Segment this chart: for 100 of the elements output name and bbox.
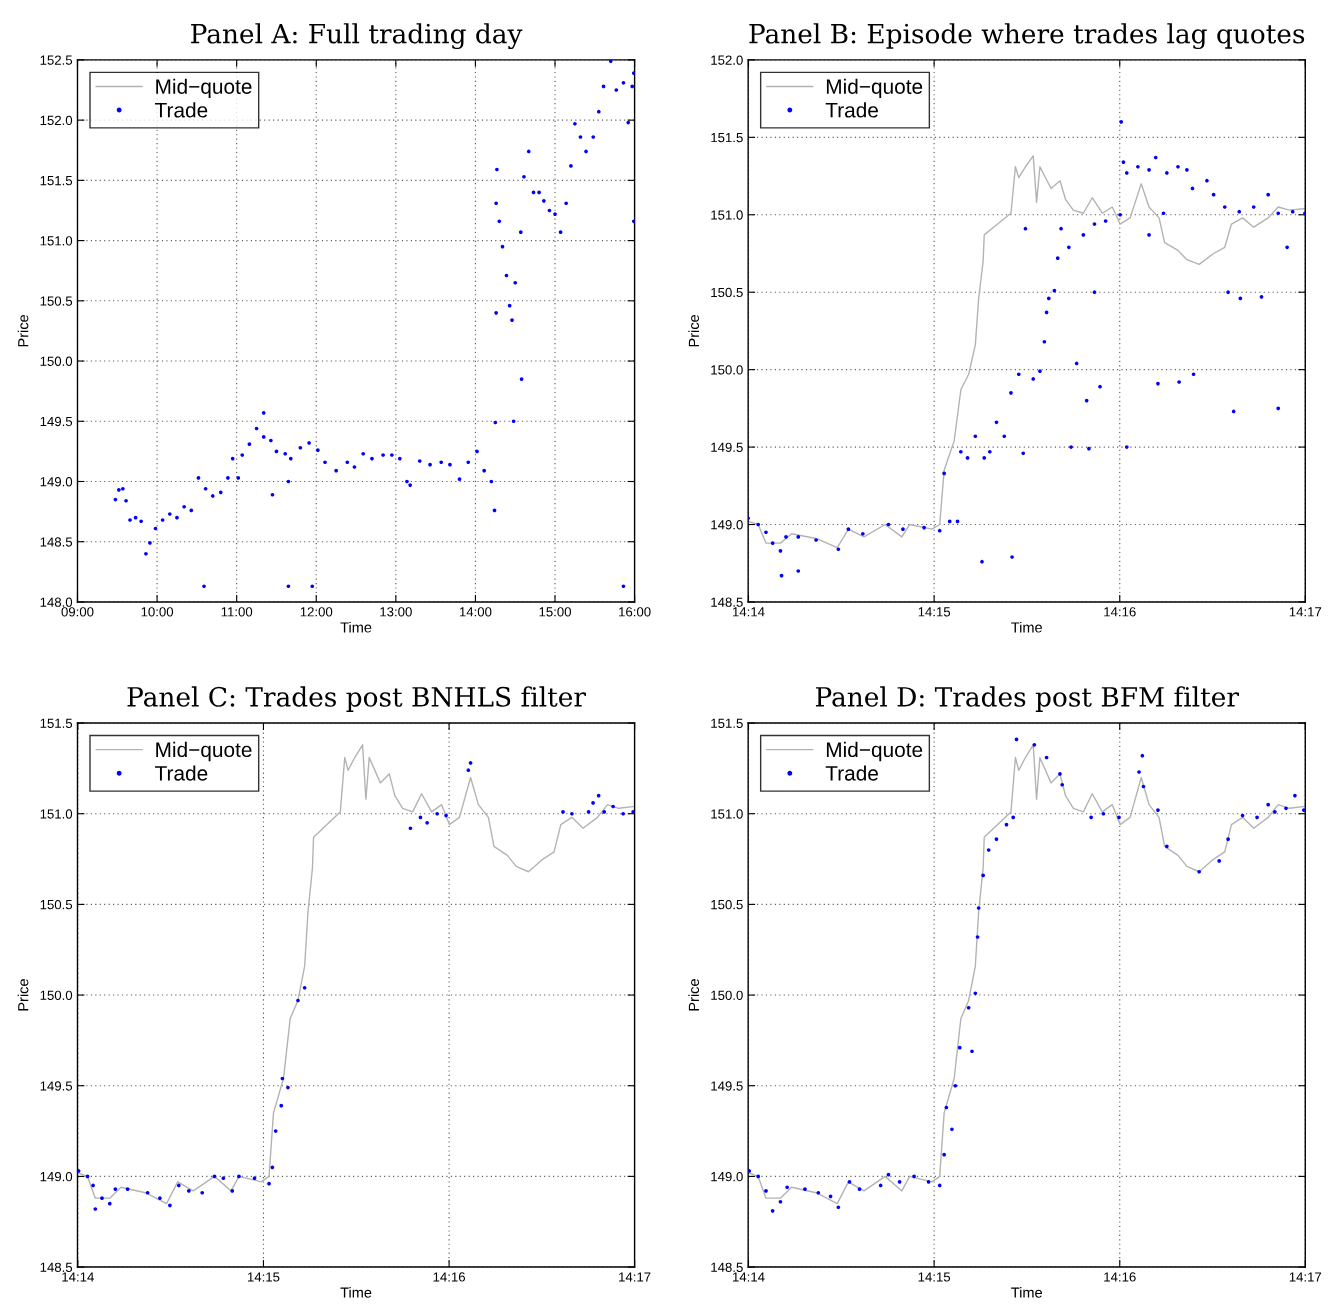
x-tick-label: 16:00 [619,607,651,617]
legend-label: Trade [825,102,878,118]
point [91,1183,95,1188]
y-tick-label: 149.0 [40,1171,73,1182]
y-tick-label: 152.0 [40,115,73,126]
point [836,1205,841,1210]
point [187,1189,191,1193]
chart-title: Panel D: Trades post BFM filter [815,686,1239,712]
point [1255,815,1259,820]
point [145,1190,150,1195]
point [1117,815,1121,820]
legend-label: Trade [155,765,208,781]
y-tick-label: 151.5 [40,718,73,728]
point [1032,742,1037,747]
y-tick-label: 150.0 [711,365,743,375]
x-tick-label: 14:15 [918,1272,951,1282]
point [93,1207,98,1211]
point [1140,753,1145,758]
point [994,837,999,841]
legend-label: Mid−quote [826,78,923,99]
point [107,1201,112,1206]
legend-label: Mid−quote [826,741,923,762]
y-tick-label: 150.5 [711,287,743,298]
x-tick-label: 14:17 [1289,607,1322,617]
point [857,1187,862,1191]
chart-title: Panel B: Episode where trades lag quotes [749,23,1305,50]
x-tick-label: 14:16 [1104,607,1136,617]
x-axis-title: Time [340,1287,372,1298]
point [100,1196,104,1200]
point [631,810,635,814]
point [561,810,565,814]
legend-label: Mid−quote [156,78,252,99]
point [252,1176,257,1181]
y-tick-label: 148.5 [40,537,73,547]
x-tick-label: 14:00 [459,607,492,617]
y-tick-label: 148.0 [40,597,73,607]
point [957,1045,962,1050]
point [302,985,307,990]
chart-title: Panel C: Trades post BNHLS filter [127,686,586,712]
point [816,1190,821,1195]
point [953,1083,958,1088]
chart-title: Panel A: Full trading day [191,23,523,50]
legend-label: Trade [825,765,878,781]
point [1301,808,1306,812]
point [1011,815,1016,820]
x-tick-label: 14:16 [1104,1272,1136,1282]
point [602,810,607,814]
legend-label: Mid−quote [156,741,252,762]
point [1197,869,1201,874]
point [764,1189,768,1193]
point [1217,859,1222,863]
point [1101,811,1106,816]
x-tick-label: 14:17 [1289,1272,1322,1282]
x-axis-title: Time [1011,621,1042,633]
point [237,1174,241,1179]
x-tick-label: 14:14 [62,1272,94,1282]
point [570,811,574,816]
point [926,1180,931,1184]
x-tick-label: 09:00 [61,607,94,617]
x-tick-label: 14:17 [619,1272,651,1282]
point [267,1181,271,1186]
point [230,1189,235,1193]
point [444,813,448,818]
x-tick-label: 14:15 [918,607,951,617]
y-axis-title: Price [688,979,700,1011]
point [1273,810,1277,814]
point [847,1180,852,1184]
legend-label: Trade [155,102,208,118]
y-tick-label: 149.0 [711,1171,743,1182]
point [986,848,991,852]
y-tick-label: 150.5 [40,899,73,910]
point [425,820,429,825]
point [221,1176,226,1181]
y-tick-label: 150.0 [40,356,73,366]
y-tick-label: 150.0 [40,990,73,1000]
x-axis-title: Time [1011,1287,1042,1298]
y-tick-label: 150.0 [711,990,743,1000]
x-tick-label: 13:00 [380,607,412,617]
y-tick-label: 152.0 [711,55,743,65]
point [803,1187,807,1191]
y-tick-label: 150.5 [40,296,73,306]
x-tick-label: 14:14 [732,1272,765,1282]
point [778,1199,783,1204]
point [113,1187,118,1191]
y-tick-label: 151.0 [711,210,743,220]
point [1058,772,1062,776]
point [125,1187,130,1191]
y-tick-label: 151.0 [711,809,743,819]
point [621,811,625,816]
point [976,906,981,910]
point [966,1005,971,1010]
point [176,1183,181,1188]
x-tick-label: 14:14 [732,607,765,617]
y-tick-label: 151.5 [711,718,743,728]
point [591,801,595,805]
point [1137,770,1141,774]
point [1156,808,1160,812]
y-tick-label: 152.5 [40,55,73,65]
point [286,1085,290,1090]
point [1165,844,1169,849]
